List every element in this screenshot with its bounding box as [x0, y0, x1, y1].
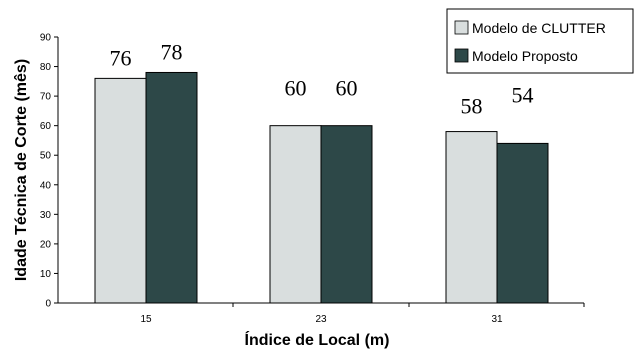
plot-area: 76 78 60 60 58 54 [94, 39, 549, 304]
y-axis-title: Idade Técnica de Corte (mês) [13, 59, 30, 281]
data-label-proposto-23: 60 [336, 76, 358, 101]
x-tick-label-23: 23 [315, 314, 327, 325]
data-label-clutter-23: 60 [285, 76, 307, 101]
bar-proposto-31 [496, 142, 549, 304]
y-tick-label: 20 [40, 239, 52, 250]
y-tick-label: 50 [40, 151, 52, 162]
bar-clutter-31 [445, 131, 498, 304]
x-axis: 15 23 31 [58, 302, 585, 325]
legend-frame [446, 8, 634, 74]
y-axis: 0 10 20 30 40 50 60 70 80 90 [40, 33, 59, 310]
y-tick-label: 80 [40, 62, 52, 73]
x-tick-label-15: 15 [140, 314, 152, 325]
data-label-proposto-31: 54 [512, 82, 534, 107]
bar-proposto-23 [320, 125, 373, 304]
y-tick-label: 10 [40, 269, 52, 280]
legend-label-clutter: Modelo de CLUTTER [472, 20, 606, 36]
y-tick-label: 70 [40, 92, 52, 103]
legend-swatch-clutter [454, 20, 469, 35]
y-tick-label: 90 [40, 33, 52, 44]
data-label-clutter-31: 58 [461, 94, 483, 119]
x-tick-label-31: 31 [491, 314, 503, 325]
bar-clutter-15 [94, 77, 147, 304]
data-label-proposto-15: 78 [161, 39, 183, 64]
y-tick-label: 30 [40, 210, 52, 221]
bar-clutter-23 [269, 125, 322, 304]
legend-swatch-proposto [454, 48, 469, 63]
x-axis-title: Índice de Local (m) [245, 330, 390, 349]
y-tick-label: 40 [40, 180, 52, 191]
y-tick-label: 0 [45, 299, 51, 310]
legend-label-proposto: Modelo Proposto [472, 48, 578, 64]
y-tick-label: 60 [40, 121, 52, 132]
data-label-clutter-15: 76 [110, 45, 132, 70]
bar-proposto-15 [145, 71, 198, 304]
legend: Modelo de CLUTTER Modelo Proposto [446, 8, 634, 74]
